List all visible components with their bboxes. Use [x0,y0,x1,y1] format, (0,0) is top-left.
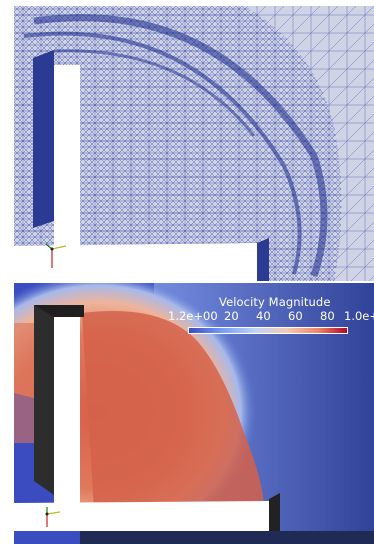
velocity-colorbar [188,327,348,334]
axes-triad [45,243,67,268]
legend-tick-label: 20 [224,309,239,323]
mesh-view-panel [14,6,374,281]
velocity-canvas [14,283,374,544]
legend-title: Velocity Magnitude [219,295,331,309]
legend-tick-label: 80 [320,309,335,323]
legend-tick-label: 1.0e+02 [344,309,374,323]
mesh-canvas [14,6,374,281]
axes-triad [45,507,61,527]
legend-tick-label: 1.2e+00 [168,309,218,323]
wall-side-face [34,305,54,495]
velocity-view-panel: Velocity Magnitude 1.2e+00 20 40 60 80 1… [14,283,374,544]
vertical-wall [54,317,80,503]
base-plate [14,501,269,531]
wall-side-face [33,50,54,228]
vertical-wall [54,65,80,250]
legend-tick-label: 40 [256,309,271,323]
legend-tick-label: 60 [288,309,303,323]
base-plate [14,243,257,281]
